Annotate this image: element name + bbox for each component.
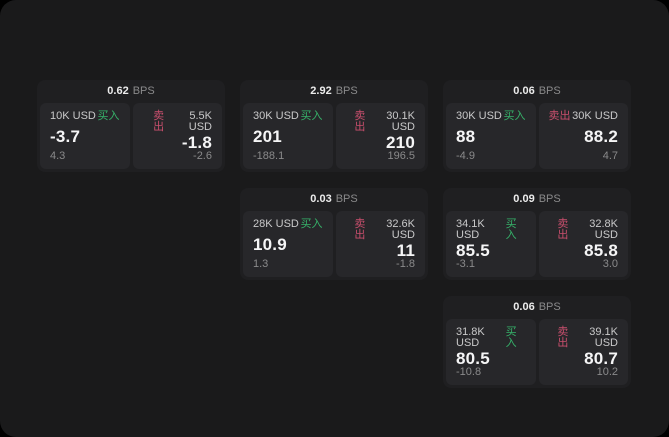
sell-amount: 32.8K USD — [589, 218, 618, 241]
buy-amount: 28K USD — [253, 218, 299, 230]
bps-unit-label: BPS — [538, 301, 561, 313]
sell-tile[interactable]: 卖出 32.6K USD 11 -1.8 — [335, 211, 425, 277]
sell-tile[interactable]: 卖出 39.1K USD 80.7 10.2 — [538, 319, 628, 385]
bps-header: 0.06 BPS — [446, 80, 628, 103]
bps-header: 0.03 BPS — [243, 188, 425, 211]
sell-amount: 32.6K USD — [386, 218, 415, 241]
buy-side-label: 买入 — [503, 110, 526, 122]
buy-price: 10.9 — [253, 235, 287, 254]
bps-header: 2.92 BPS — [243, 80, 425, 103]
sell-tile[interactable]: 卖出 5.5K USD -1.8 -2.6 — [132, 103, 222, 169]
buy-amount: 30K USD — [456, 110, 502, 122]
quote-card-grid: 0.62 BPS 10K USD 买入 -3.7 4.3 卖出 5.5K USD — [37, 80, 631, 388]
sell-side-label: 卖出 — [548, 110, 571, 122]
bps-header: 0.06 BPS — [446, 296, 628, 319]
bps-unit-label: BPS — [335, 193, 358, 205]
bps-value: 2.92 — [310, 85, 332, 97]
quote-card-body: 30K USD 买入 201 -188.1 卖出 30.1K USD 210 1… — [243, 103, 425, 169]
buy-delta: 1.3 — [253, 258, 269, 270]
sell-amount: 30.1K USD — [386, 110, 415, 133]
bps-unit-label: BPS — [538, 85, 561, 97]
buy-delta: -4.9 — [456, 150, 475, 162]
quote-card: 0.09 BPS 34.1K USD 买入 85.5 -3.1 卖出 32.8K… — [443, 188, 631, 280]
buy-price: -3.7 — [50, 127, 81, 146]
sell-price: 210 — [386, 132, 415, 152]
buy-delta: -3.1 — [456, 258, 475, 270]
sell-side-label: 卖出 — [153, 110, 165, 133]
quote-card-body: 10K USD 买入 -3.7 4.3 卖出 5.5K USD -1.8 -2.… — [40, 103, 222, 169]
sell-tile[interactable]: 卖出 30.1K USD 210 196.5 — [335, 103, 425, 169]
quote-card-body: 30K USD 买入 88 -4.9 卖出 30K USD 88.2 4.7 — [446, 103, 628, 169]
buy-amount: 10K USD — [50, 110, 96, 122]
buy-tile[interactable]: 34.1K USD 买入 85.5 -3.1 — [446, 211, 536, 277]
bps-value: 0.06 — [513, 85, 535, 97]
sell-delta: 196.5 — [387, 150, 415, 162]
bps-value: 0.03 — [310, 193, 332, 205]
sell-delta: -1.8 — [396, 258, 415, 270]
buy-amount: 30K USD — [253, 110, 299, 122]
bps-unit-label: BPS — [132, 85, 155, 97]
sell-delta: -2.6 — [193, 150, 212, 162]
sell-delta: 3.0 — [602, 258, 618, 270]
quote-card: 0.06 BPS 31.8K USD 买入 80.5 -10.8 卖出 39.1… — [443, 296, 631, 388]
buy-side-label: 买入 — [505, 326, 517, 349]
bps-header: 0.62 BPS — [40, 80, 222, 103]
buy-price: 201 — [253, 127, 282, 146]
buy-price: 85.5 — [456, 240, 490, 260]
sell-amount: 30K USD — [572, 110, 618, 122]
bps-unit-label: BPS — [538, 193, 561, 205]
bps-value: 0.62 — [107, 85, 129, 97]
sell-delta: 4.7 — [602, 150, 618, 162]
sell-price: 11 — [396, 240, 415, 260]
quote-card: 0.06 BPS 30K USD 买入 88 -4.9 卖出 30K USD — [443, 80, 631, 172]
sell-price: 80.7 — [584, 348, 618, 368]
bps-value: 0.06 — [513, 301, 535, 313]
sell-side-label: 卖出 — [354, 218, 366, 241]
bps-header: 0.09 BPS — [446, 188, 628, 211]
buy-tile[interactable]: 28K USD 买入 10.9 1.3 — [243, 211, 333, 277]
sell-side-label: 卖出 — [557, 326, 569, 349]
buy-delta: -10.8 — [456, 366, 482, 378]
sell-side-label: 卖出 — [354, 110, 366, 133]
buy-side-label: 买入 — [300, 218, 323, 230]
buy-delta: 4.3 — [50, 150, 66, 162]
buy-tile[interactable]: 30K USD 买入 201 -188.1 — [243, 103, 333, 169]
bps-value: 0.09 — [513, 193, 535, 205]
buy-price: 80.5 — [456, 348, 490, 368]
sell-tile[interactable]: 卖出 30K USD 88.2 4.7 — [538, 103, 628, 169]
buy-tile[interactable]: 30K USD 买入 88 -4.9 — [446, 103, 536, 169]
quote-card-body: 34.1K USD 买入 85.5 -3.1 卖出 32.8K USD 85.8… — [446, 211, 628, 277]
buy-tile[interactable]: 10K USD 买入 -3.7 4.3 — [40, 103, 130, 169]
sell-amount: 39.1K USD — [589, 326, 618, 349]
buy-side-label: 买入 — [300, 110, 323, 122]
quote-card-body: 28K USD 买入 10.9 1.3 卖出 32.6K USD 11 -1.8 — [243, 211, 425, 277]
buy-amount: 34.1K USD — [456, 218, 485, 241]
buy-price: 88 — [456, 127, 476, 146]
quote-card: 0.03 BPS 28K USD 买入 10.9 1.3 卖出 32.6K US… — [240, 188, 428, 280]
quote-card: 0.62 BPS 10K USD 买入 -3.7 4.3 卖出 5.5K USD — [37, 80, 225, 172]
sell-amount: 5.5K USD — [188, 110, 212, 133]
buy-side-label: 买入 — [505, 218, 517, 241]
bps-unit-label: BPS — [335, 85, 358, 97]
quote-card: 2.92 BPS 30K USD 买入 201 -188.1 卖出 30.1K … — [240, 80, 428, 172]
sell-tile[interactable]: 卖出 32.8K USD 85.8 3.0 — [538, 211, 628, 277]
sell-price: -1.8 — [181, 132, 212, 152]
quote-card-body: 31.8K USD 买入 80.5 -10.8 卖出 39.1K USD 80.… — [446, 319, 628, 385]
sell-side-label: 卖出 — [557, 218, 569, 241]
sell-delta: 10.2 — [596, 366, 618, 378]
sell-price: 88.2 — [584, 127, 618, 146]
buy-tile[interactable]: 31.8K USD 买入 80.5 -10.8 — [446, 319, 536, 385]
sell-price: 85.8 — [584, 240, 618, 260]
buy-amount: 31.8K USD — [456, 326, 485, 349]
buy-side-label: 买入 — [97, 110, 120, 122]
buy-delta: -188.1 — [253, 150, 285, 162]
